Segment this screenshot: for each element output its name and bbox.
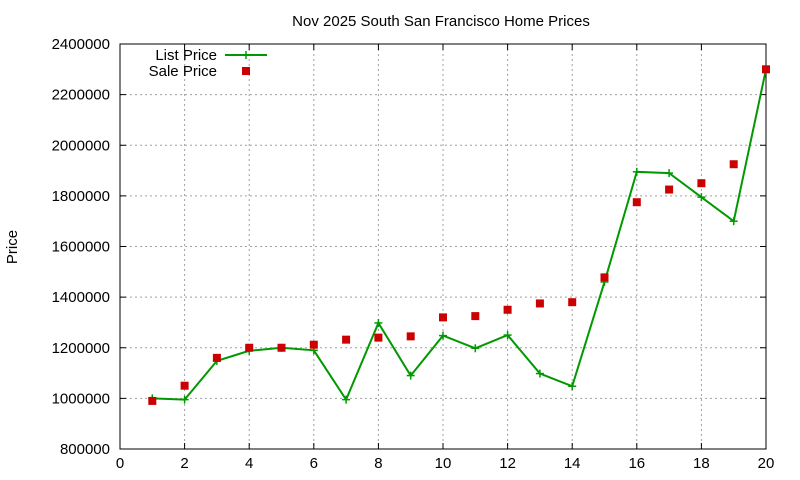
sale-price-point [729,160,738,169]
sale-price-point [148,396,157,405]
y-tick-label: 800000 [60,441,110,458]
chart-title: Nov 2025 South San Francisco Home Prices [292,13,590,30]
list-price-point [568,382,577,391]
y-tick-label: 1800000 [52,188,110,205]
sale-price-point [374,333,383,342]
list-price-point [342,395,351,404]
sale-price-point [212,353,221,362]
y-tick-label: 2400000 [52,36,110,53]
list-price-point [471,344,480,353]
sale-price-point [503,305,512,314]
y-tick-label: 1400000 [52,289,110,306]
x-tick-label: 6 [310,455,318,472]
legend-label-list-price: List Price [155,47,217,64]
series-layer [148,65,770,405]
x-tick-label: 16 [628,455,645,472]
sale-price-point [632,198,641,207]
x-tick-label: 12 [499,455,516,472]
y-axis-label: Price [4,230,21,264]
list-price-point [180,395,189,404]
y-tick-label: 2200000 [52,87,110,104]
x-tick-label: 18 [693,455,710,472]
legend-label-sale-price: Sale Price [149,63,217,80]
sale-price-point [762,65,770,74]
sale-price-point [406,332,415,341]
y-tick-label: 1000000 [52,390,110,407]
list-price-point [665,169,674,178]
x-tick-label: 8 [374,455,382,472]
y-tick-label: 1200000 [52,340,110,357]
x-tick-label: 10 [435,455,452,472]
sale-price-point [600,273,609,282]
sale-price-point [568,298,577,307]
list-price-point [374,318,383,327]
sale-price-point [665,185,674,194]
list-price-point [439,331,447,340]
axes [119,43,767,450]
legend-marker-sale-price [242,67,250,75]
list-price-point [632,167,641,176]
x-tick-label: 0 [116,455,124,472]
sale-price-point [245,343,254,352]
x-tick-label: 2 [180,455,188,472]
x-tick-label: 14 [564,455,581,472]
sale-price-point [471,312,480,321]
x-tick-label: 4 [245,455,253,472]
sale-price-point [180,381,189,390]
list-price-point [729,217,738,226]
list-price-point [535,369,544,378]
x-tick-label: 20 [758,455,775,472]
sale-price-point [342,335,351,344]
sale-price-point [697,179,706,188]
tick-labels: 0 2 4 6 8 10 12 14 16 18 20 800000 1000000 1200000 140… [52,36,775,472]
list-price-point [406,371,415,380]
sale-price-point [535,299,544,308]
y-tick-label: 1600000 [52,239,110,256]
sale-price-point [277,343,286,352]
list-price-point [503,331,512,340]
y-tick-label: 2000000 [52,137,110,154]
sale-price-point [309,340,318,349]
list-price-point [697,193,706,202]
grid-lines [120,44,766,449]
sale-price-point [439,313,447,322]
list-price-line [152,69,767,402]
